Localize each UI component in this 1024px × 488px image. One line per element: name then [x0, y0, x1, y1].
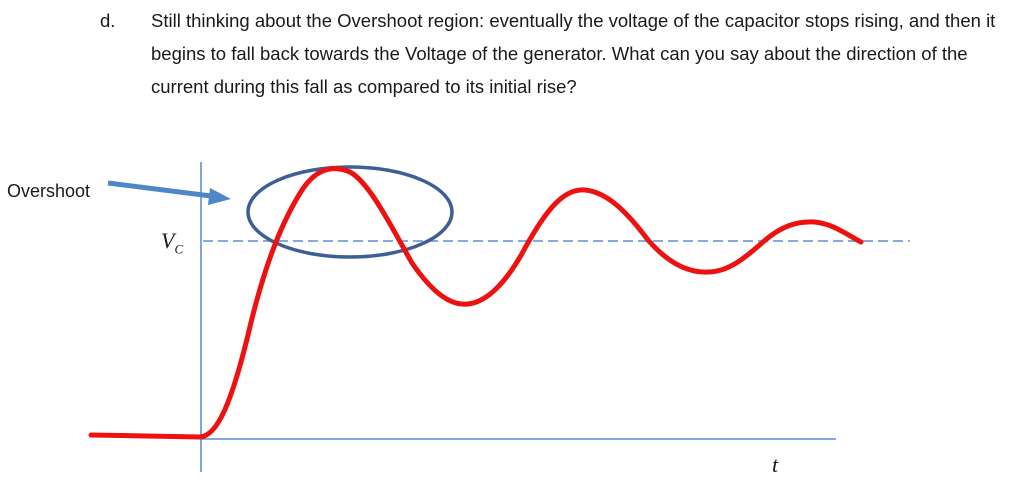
vc-label-main: V — [161, 228, 175, 253]
vc-label-subscript: C — [174, 241, 184, 257]
question-text: Still thinking about the Overshoot regio… — [151, 10, 996, 97]
overshoot-label: Overshoot — [7, 181, 91, 201]
question-block: d. Still thinking about the Overshoot re… — [100, 4, 1010, 103]
question-marker: d. — [100, 10, 116, 31]
vc-label: VC — [161, 228, 183, 257]
overshoot-arrow — [107, 180, 231, 205]
overshoot-ellipse — [246, 165, 454, 259]
voltage-response-curve — [88, 166, 864, 440]
t-axis-label: t — [772, 452, 779, 477]
